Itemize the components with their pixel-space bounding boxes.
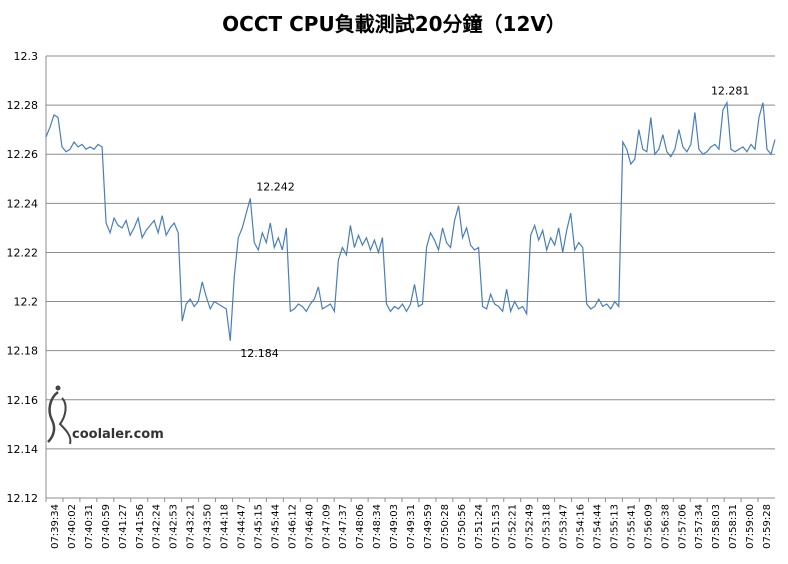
x-tick-label: 07:47:09 (321, 504, 332, 549)
coolaler-logo-icon (47, 385, 72, 445)
x-tick-label: 07:43:50 (203, 504, 214, 549)
y-tick-label: 12.2 (14, 296, 39, 309)
x-tick-label: 07:49:59 (423, 504, 434, 549)
x-tick-label: 07:59:00 (745, 504, 756, 549)
x-tick-label: 07:55:41 (626, 504, 637, 549)
chart-title: OCCT CPU負載測試20分鐘（12V） (222, 12, 566, 36)
x-tick-label: 07:53:18 (542, 504, 553, 549)
y-tick-label: 12.22 (7, 246, 39, 259)
x-tick-label: 07:46:40 (304, 504, 315, 549)
x-tick-label: 07:44:18 (220, 504, 231, 549)
y-tick-label: 12.16 (7, 394, 39, 407)
x-tick-label: 07:48:06 (355, 504, 366, 549)
axes (45, 56, 775, 502)
x-tick-label: 07:54:44 (593, 504, 604, 549)
y-tick-label: 12.28 (7, 99, 39, 112)
x-tick-label: 07:41:56 (135, 504, 146, 549)
x-tick-label: 07:47:37 (338, 504, 349, 549)
y-tick-label: 12.12 (7, 492, 39, 505)
watermark-text: coolaler.com (72, 427, 164, 442)
x-tick-label: 07:55:13 (609, 504, 620, 549)
x-tick-label: 07:57:06 (677, 504, 688, 549)
x-tick-label: 07:54:16 (576, 504, 587, 549)
annotations: 12.281 12.242 12.184 (240, 85, 749, 360)
x-tick-label: 07:46:12 (287, 504, 298, 549)
x-tick-label: 07:59:28 (762, 504, 773, 549)
x-tick-label: 07:48:34 (372, 504, 383, 549)
x-tick-label: 07:42:24 (152, 504, 163, 549)
series-layer (45, 100, 776, 341)
y-tick-label: 12.18 (7, 345, 39, 358)
x-tick-label: 07:40:31 (84, 504, 95, 549)
y-tick-label: 12.26 (7, 148, 39, 161)
x-tick-label: 07:49:31 (406, 504, 417, 549)
data-label: 12.184 (240, 347, 279, 360)
x-tick-label: 07:39:34 (50, 504, 61, 549)
x-tick-label: 07:57:34 (694, 504, 705, 549)
x-tick-label: 07:42:53 (169, 504, 180, 549)
x-tick-label: 07:43:21 (186, 504, 197, 549)
x-tick-label: 07:50:56 (457, 504, 468, 549)
x-tick-label: 07:49:03 (389, 504, 400, 549)
data-label: 12.242 (256, 180, 295, 193)
x-tick-label: 07:45:15 (253, 504, 264, 549)
x-tick-label: 07:40:59 (101, 504, 112, 549)
y-tick-label: 12.14 (7, 443, 39, 456)
x-tick-label: 07:44:47 (236, 504, 247, 549)
x-tick-label: 07:56:38 (660, 504, 671, 549)
x-tick-label: 07:51:24 (474, 504, 485, 549)
x-tick-label: 07:45:44 (270, 504, 281, 549)
series-line (45, 100, 776, 341)
y-tick-label: 12.24 (7, 197, 39, 210)
y-tick-labels: 12.12 12.14 12.16 12.18 12.2 12.22 12.24 12.26 1… (7, 50, 39, 505)
x-tick-label: 07:58:03 (711, 504, 722, 549)
x-tick-label: 07:51:53 (491, 504, 502, 549)
data-label: 12.281 (711, 85, 750, 98)
x-tick-label: 07:53:47 (559, 504, 570, 549)
x-tick-label: 07:52:21 (508, 504, 519, 549)
x-tick-label: 07:40:02 (67, 504, 78, 549)
x-tick-label: 07:41:27 (118, 504, 129, 549)
x-tick-label: 07:58:31 (728, 504, 739, 549)
watermark: coolaler.com (47, 385, 164, 445)
y-tick-label: 12.3 (14, 50, 39, 63)
x-tick-label: 07:56:09 (643, 504, 654, 549)
x-tick-label: 07:50:28 (440, 504, 451, 549)
x-tick-label: 07:52:49 (525, 504, 536, 549)
grid-lines (46, 55, 775, 499)
x-tick-labels: 07:39:34 07:40:02 07:40:31 07:40:59 07:41:27… (50, 504, 773, 549)
